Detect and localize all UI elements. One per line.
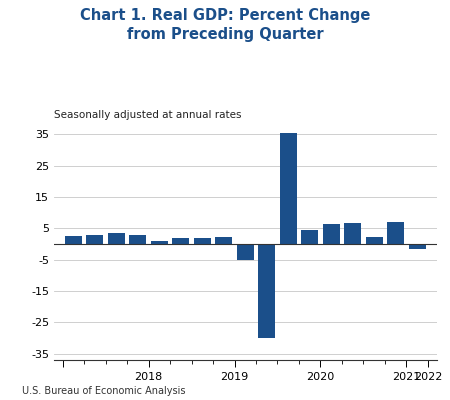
Bar [151,240,168,244]
Bar [323,224,340,244]
Bar [108,233,125,244]
Bar [344,223,361,244]
Bar [86,235,103,244]
Bar [258,244,275,338]
Bar [65,236,82,244]
Bar [130,235,146,244]
Bar [194,238,211,244]
Bar [387,222,404,244]
Text: U.S. Bureau of Economic Analysis: U.S. Bureau of Economic Analysis [22,386,186,396]
Bar [172,238,189,244]
Bar [302,230,318,244]
Bar [409,244,426,249]
Bar [216,237,232,244]
Text: Chart 1. Real GDP: Percent Change
from Preceding Quarter: Chart 1. Real GDP: Percent Change from P… [80,8,370,42]
Bar [366,237,382,244]
Text: Seasonally adjusted at annual rates: Seasonally adjusted at annual rates [54,110,242,120]
Bar [280,133,297,244]
Bar [237,244,254,260]
